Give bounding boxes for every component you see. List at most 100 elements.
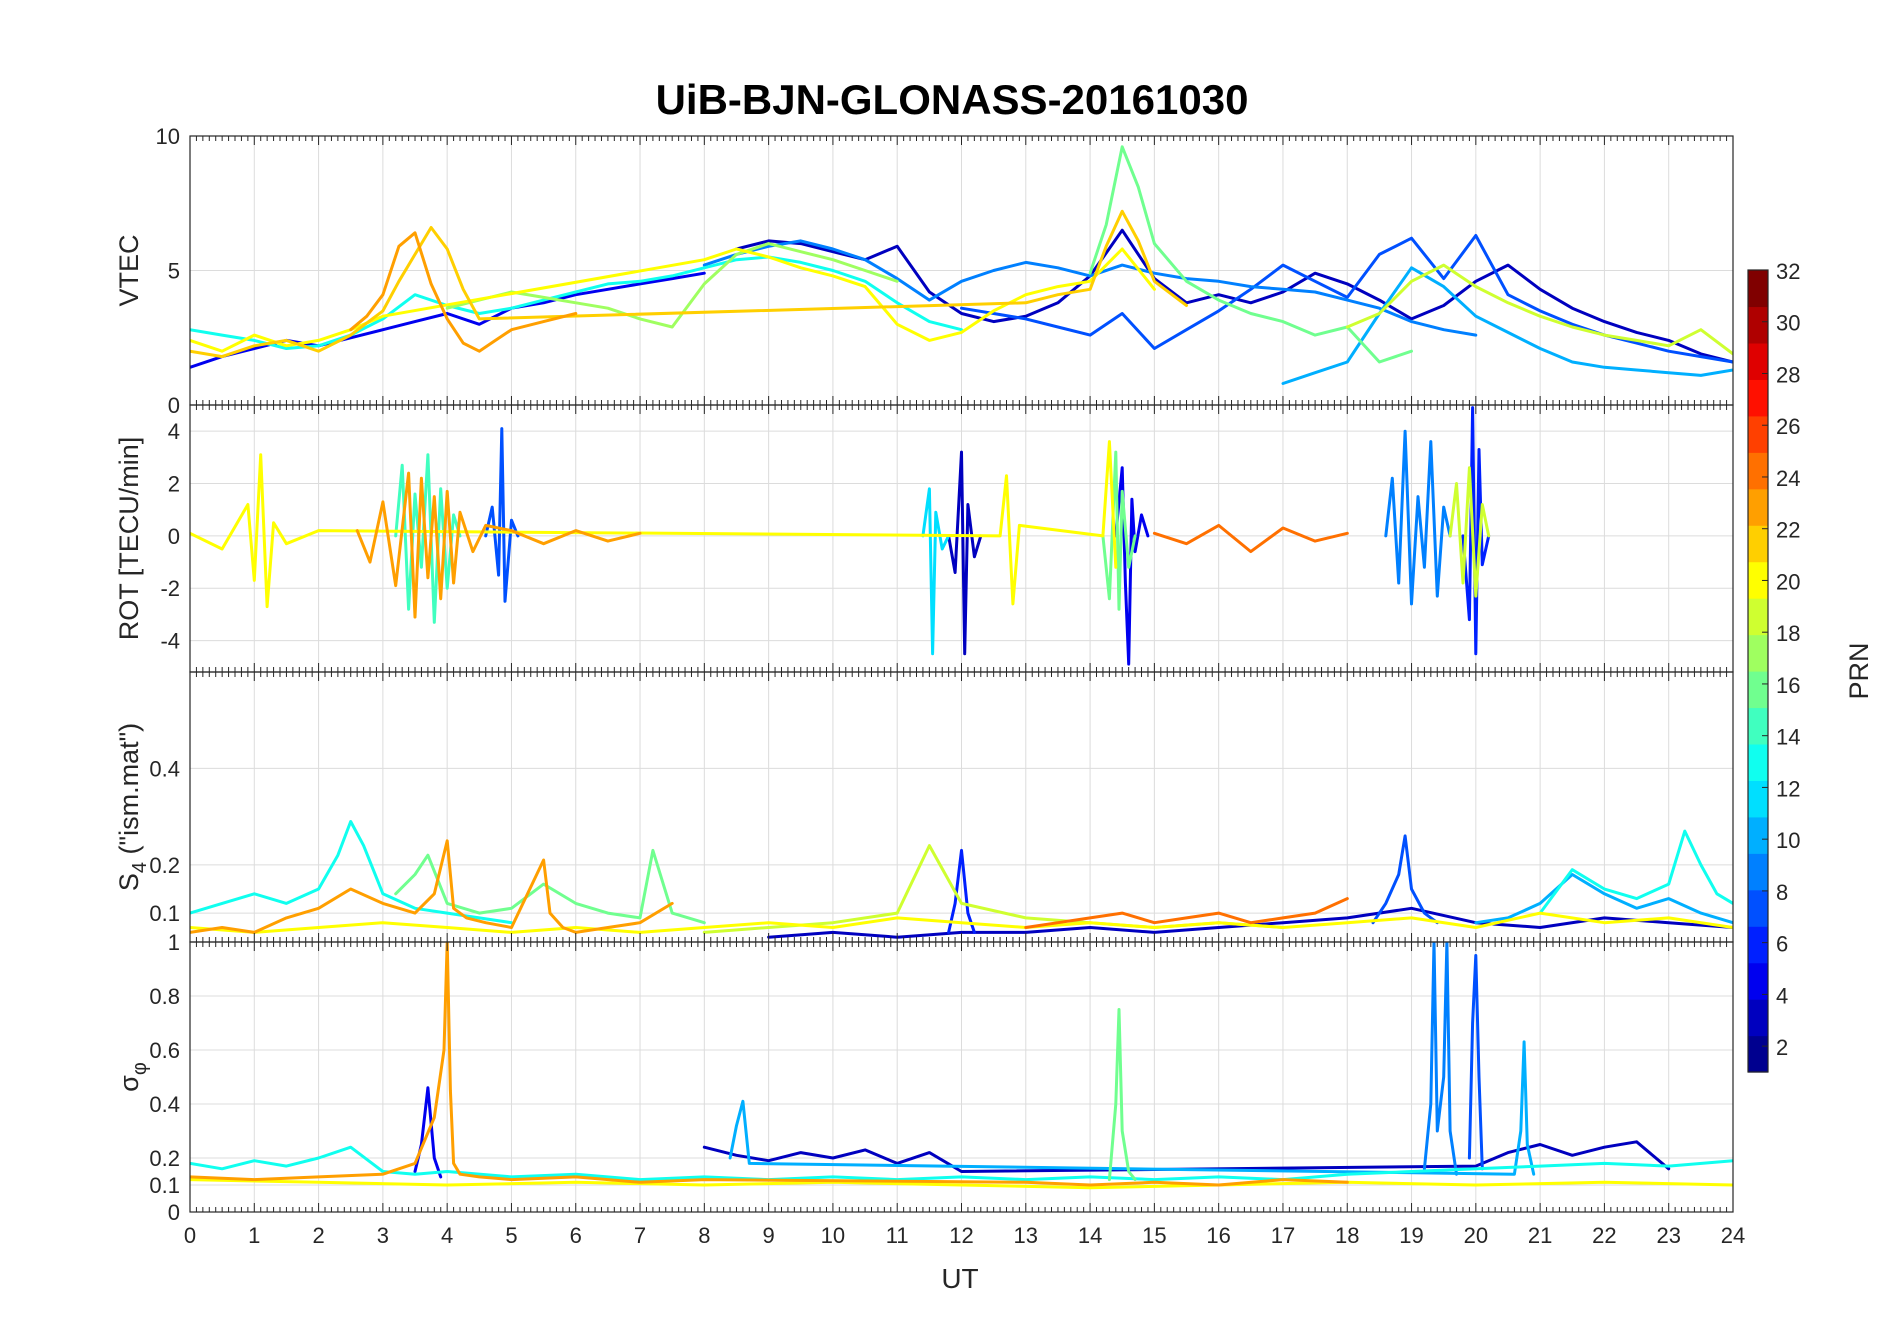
series-line-prn-16 — [1101, 450, 1137, 611]
colorbar-segment — [1748, 926, 1768, 964]
y-tick-label: -4 — [160, 629, 180, 654]
colorbar-segment — [1748, 889, 1768, 927]
series-line-prn-23 — [349, 231, 578, 353]
colorbar-tick-label: 14 — [1776, 725, 1800, 750]
colorbar-tick-label: 20 — [1776, 569, 1800, 594]
x-tick-label: 18 — [1335, 1223, 1359, 1248]
colorbar-segment — [1748, 342, 1768, 380]
series-line-prn-8 — [1371, 834, 1439, 925]
series-line-prn-22 — [355, 471, 642, 619]
y-tick-label: 0.2 — [149, 853, 180, 878]
colorbar-segment — [1748, 270, 1768, 308]
y-axis-label-sub: 4 — [129, 862, 151, 873]
x-tick-label: 12 — [949, 1223, 973, 1248]
series-line-prn-16 — [1107, 1008, 1137, 1182]
y-tick-label: 0.4 — [149, 1092, 180, 1117]
y-tick-label: 0.6 — [149, 1038, 180, 1063]
series-line-prn-7 — [1467, 954, 1484, 1171]
colorbar-tick-label: 32 — [1776, 259, 1800, 284]
series-line-prn-4 — [1114, 466, 1150, 666]
y-tick-label: 0.4 — [149, 756, 180, 781]
panel-vtec: 0 5 10 VTEC — [114, 124, 1734, 418]
x-tick-label: 23 — [1656, 1223, 1680, 1248]
colorbar-segment — [1748, 561, 1768, 599]
series-line-prn-22 — [190, 209, 1188, 359]
x-tick-label: 22 — [1592, 1223, 1616, 1248]
colorbar-segment — [1748, 452, 1768, 490]
series-line-prn-14 — [394, 453, 462, 624]
y-axis-label-s4: S4 ("ism.mat") — [114, 723, 151, 891]
x-tick-label: 9 — [763, 1223, 775, 1248]
y-axis-label-rot: ROT [TECU/min] — [114, 437, 144, 641]
colorbar-tick-label: 26 — [1776, 414, 1800, 439]
y-tick-label: 2 — [168, 472, 180, 497]
y-tick-label: 1 — [168, 930, 180, 955]
colorbar-tick-label: 28 — [1776, 362, 1800, 387]
series-group-vtec — [190, 145, 1733, 385]
x-tick-label: 3 — [377, 1223, 389, 1248]
y-tick-label: 0.8 — [149, 984, 180, 1009]
series-line-prn-23 — [190, 839, 674, 934]
y-tick-label: 5 — [168, 259, 180, 284]
panel-rot: -4 -2 0 2 4 ROT [TECU/min] — [114, 404, 1734, 673]
series-line-prn-21 — [190, 1178, 1733, 1190]
x-tick-label: 16 — [1206, 1223, 1230, 1248]
x-tick-label: 13 — [1014, 1223, 1038, 1248]
x-tick-label: 7 — [634, 1223, 646, 1248]
series-line-prn-8 — [484, 427, 520, 603]
y-axis-label-main: S — [114, 873, 144, 891]
y-tick-label: 0.1 — [149, 1173, 180, 1198]
series-line-prn-11 — [1281, 266, 1733, 385]
colorbar-box — [1747, 269, 1769, 1073]
series-line-prn-2 — [947, 450, 983, 656]
x-tick-label: 19 — [1399, 1223, 1423, 1248]
series-line-prn-9 — [1422, 942, 1458, 1176]
panel-s4: 0.10.20.4S4 ("ism.mat") — [114, 671, 1734, 943]
colorbar-tick-label: 4 — [1776, 983, 1788, 1008]
series-line-prn-20 — [190, 247, 1156, 353]
series-line-prn-17 — [445, 242, 899, 329]
colorbar-segment — [1748, 816, 1768, 854]
series-group-rot — [190, 406, 1491, 666]
series-line-prn-2 — [702, 1140, 1671, 1173]
y-axis-label-main: σ — [114, 1075, 144, 1092]
x-tick-label: 5 — [505, 1223, 517, 1248]
colorbar-label: PRN — [1844, 642, 1874, 699]
colorbar-segment — [1748, 671, 1768, 709]
colorbar-tick-label: 30 — [1776, 311, 1800, 336]
x-axis-label: UT — [941, 1263, 978, 1294]
series-line-prn-6 — [947, 848, 976, 934]
x-tick-label: 24 — [1721, 1223, 1745, 1248]
series-line-prn-10 — [1384, 429, 1452, 606]
series-line-prn-10 — [702, 239, 1478, 337]
colorbar-tick-label: 22 — [1776, 518, 1800, 543]
x-tick-label: 15 — [1142, 1223, 1166, 1248]
series-group-sigma — [190, 942, 1733, 1190]
y-tick-label: 0.2 — [149, 1146, 180, 1171]
y-tick-label: 0 — [168, 1200, 180, 1225]
series-line-prn-24 — [1024, 897, 1349, 929]
colorbar-segment — [1748, 853, 1768, 891]
y-tick-label: -2 — [160, 576, 180, 601]
series-line-prn-18 — [702, 844, 1285, 934]
x-tick-label: 10 — [821, 1223, 845, 1248]
y-axis-label-rest: ("ism.mat") — [114, 723, 144, 862]
colorbar-segment — [1748, 415, 1768, 453]
series-line-prn-19 — [1345, 263, 1733, 356]
y-tick-label: 10 — [156, 124, 180, 149]
x-tick-label: 0 — [184, 1223, 196, 1248]
y-tick-label: 0.1 — [149, 901, 180, 926]
colorbar-tick-label: 6 — [1776, 932, 1788, 957]
colorbar-segment — [1748, 707, 1768, 745]
colorbar-segment — [1748, 379, 1768, 417]
series-line-prn-13 — [190, 255, 963, 350]
x-tick-label: 6 — [570, 1223, 582, 1248]
x-tick-label: 2 — [312, 1223, 324, 1248]
colorbar-tick-label: 24 — [1776, 466, 1800, 491]
x-tick-label: 17 — [1271, 1223, 1295, 1248]
chart-title: UiB-BJN-GLONASS-20161030 — [656, 76, 1249, 123]
colorbar-segment — [1748, 743, 1768, 781]
colorbar-segment — [1748, 634, 1768, 672]
